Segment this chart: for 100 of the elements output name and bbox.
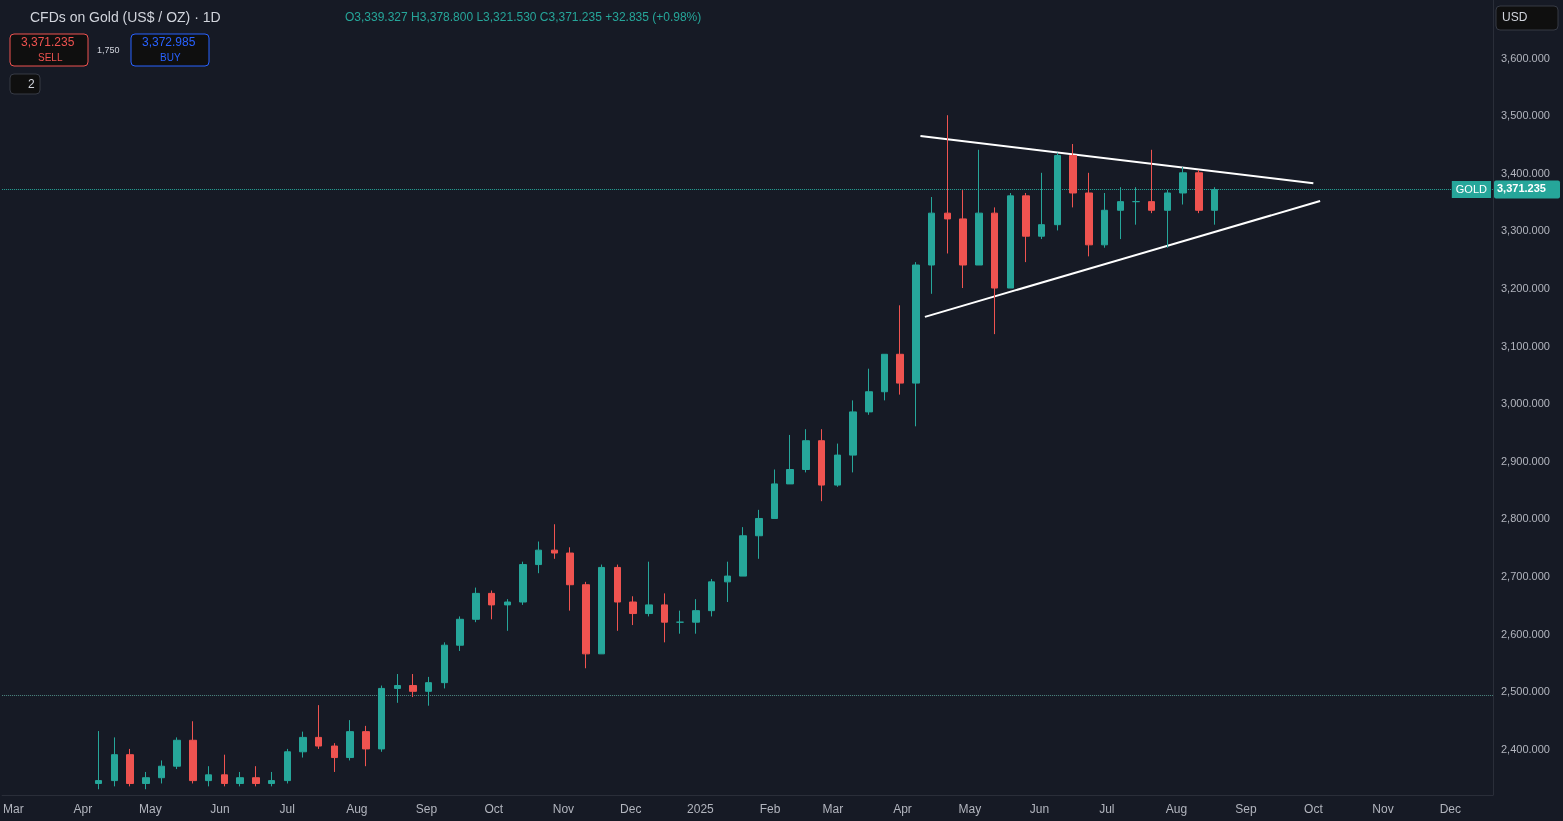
x-tick-label: Apr <box>73 802 93 816</box>
candlestick <box>456 615 464 652</box>
candlestick <box>189 720 197 784</box>
candlestick <box>1164 189 1171 249</box>
candlestick <box>708 578 715 617</box>
annotation: 1,750 <box>97 44 120 55</box>
candlestick <box>173 736 181 770</box>
candlestick <box>1069 143 1077 208</box>
candlestick <box>284 748 291 784</box>
annotation: 3,372.985 <box>142 35 196 49</box>
candlestick <box>928 196 935 295</box>
candlestick <box>991 206 998 335</box>
candlestick <box>362 725 370 767</box>
candlestick <box>268 771 275 787</box>
candlestick <box>896 304 904 396</box>
candlestick <box>1085 172 1093 257</box>
x-tick-label: Apr <box>893 802 912 816</box>
candlestick <box>661 592 668 643</box>
candlestick <box>142 771 150 790</box>
candlestick <box>739 526 747 577</box>
candlestick <box>865 368 873 416</box>
x-tick-label: Jun <box>1029 802 1050 816</box>
candlestick <box>315 704 322 750</box>
candlestick <box>802 428 810 473</box>
y-tick-label: 3,400.000 <box>1501 166 1550 179</box>
annotation: SELL <box>38 51 63 63</box>
candlestick <box>1195 169 1203 214</box>
x-tick-label: Aug <box>346 802 368 816</box>
x-tick-label: Jul <box>1099 802 1115 816</box>
candlestick <box>409 673 417 698</box>
candlestick <box>488 589 495 620</box>
candlestick <box>676 610 684 635</box>
x-tick-label: Aug <box>1165 802 1188 816</box>
candlestick <box>1007 192 1014 289</box>
x-tick-label: Sep <box>415 802 438 816</box>
x-tick-label: 2025 <box>687 802 715 816</box>
x-tick-label: Dec <box>1439 802 1462 816</box>
candlestick <box>944 114 951 254</box>
candlestick <box>331 742 338 773</box>
x-tick-label: Nov <box>1372 802 1394 816</box>
candlestick <box>692 598 700 635</box>
candlestick <box>221 754 228 787</box>
candlestick <box>629 595 637 626</box>
candlestick <box>378 685 385 753</box>
y-tick-label: 2,700.000 <box>1501 570 1550 583</box>
candlestick <box>771 469 778 519</box>
y-tick-label: 3,200.000 <box>1501 282 1550 295</box>
candlestick <box>519 561 527 606</box>
candlestick <box>441 641 448 689</box>
candlestick <box>95 730 102 790</box>
candlestick <box>818 428 825 502</box>
candlestick <box>252 765 260 787</box>
candlestick <box>111 736 118 787</box>
candlestick <box>912 261 920 427</box>
text: USD <box>1502 10 1528 24</box>
y-tick-label: 2,600.000 <box>1501 627 1550 640</box>
x-tick-label: Mar <box>822 802 844 816</box>
candlestick <box>504 598 511 632</box>
x-tick-label: Jul <box>279 802 295 816</box>
x-tick-label: Feb <box>759 802 781 816</box>
annotation: O3,339.327 H3,378.800 L3,321.530 C3,371.235 +32.835 (+0.98%) <box>345 10 702 24</box>
candlestick <box>551 523 558 560</box>
annotation: 2 <box>28 77 35 91</box>
candlestick <box>724 561 731 603</box>
candlestick <box>158 759 165 784</box>
text: CFDs on Gold (US$ / OZ) · 1D <box>30 9 221 25</box>
candlestick <box>472 587 480 623</box>
candlestick <box>425 676 432 707</box>
candlestick <box>834 443 841 488</box>
candlestick <box>535 541 542 574</box>
y-tick-label: 2,400.000 <box>1501 742 1550 755</box>
candlestick <box>236 771 244 787</box>
candlestick <box>1148 149 1155 214</box>
candlestick <box>126 748 134 787</box>
candlestick <box>299 731 307 759</box>
x-tick-label: Jun <box>210 802 230 816</box>
candlestick <box>614 564 621 632</box>
candlestick <box>566 546 574 612</box>
y-tick-label: 2,900.000 <box>1501 454 1550 467</box>
text: 3,371.235 <box>1497 181 1546 194</box>
x-tick-label: Oct <box>1304 802 1324 816</box>
y-tick-label: 3,000.000 <box>1501 397 1550 410</box>
x-tick-label: Oct <box>484 802 504 816</box>
x-tick-label: May <box>958 802 982 816</box>
candlestick <box>645 561 653 617</box>
candlestick <box>1101 192 1108 249</box>
y-tick-label: 2,800.000 <box>1501 512 1550 525</box>
x-tick-label: Dec <box>620 802 642 816</box>
candlestick <box>205 765 212 787</box>
candlestick <box>582 581 590 669</box>
y-tick-label: 3,100.000 <box>1501 339 1550 352</box>
candlestick <box>394 673 401 704</box>
y-tick-label: 3,500.000 <box>1501 109 1550 122</box>
candlestick <box>755 509 763 560</box>
x-tick-label: Sep <box>1235 802 1258 816</box>
annotation: 3,371.235 <box>21 35 75 49</box>
x-tick-label: Mar <box>3 802 24 816</box>
ref-line-label: GOLD <box>1455 183 1488 196</box>
annotation: BUY <box>160 51 181 63</box>
x-tick-label: May <box>138 802 162 816</box>
